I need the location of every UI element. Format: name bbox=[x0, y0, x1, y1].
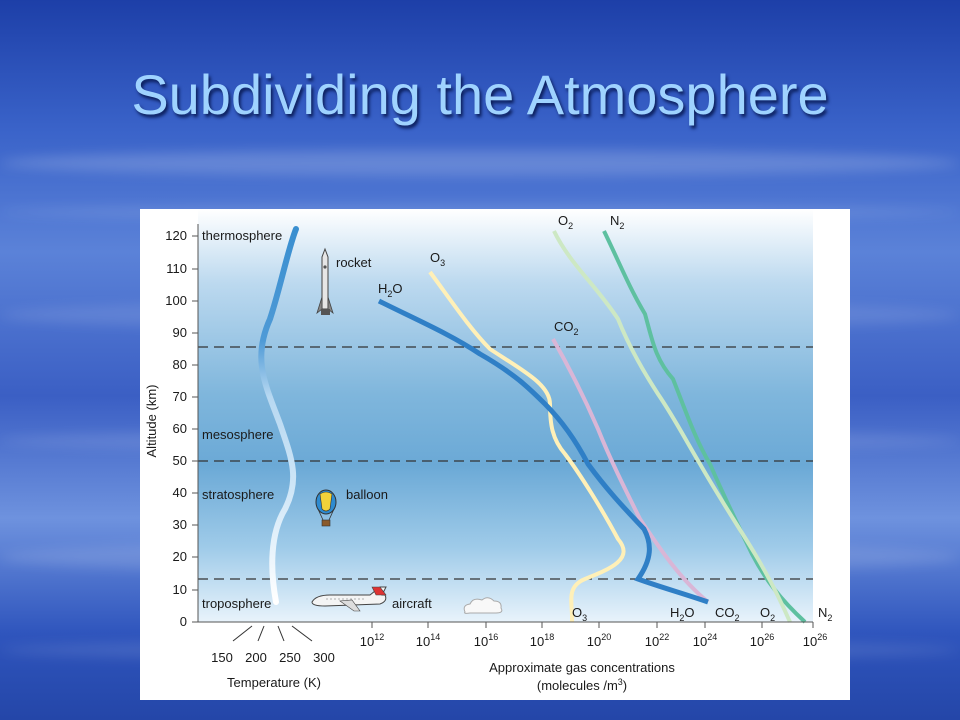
alt-tick-40: 40 bbox=[173, 485, 187, 500]
alt-tick-110: 110 bbox=[166, 261, 187, 276]
alt-tick-90: 90 bbox=[173, 325, 187, 340]
layer-troposphere: troposphere bbox=[202, 596, 271, 611]
temp-tick-200: 200 bbox=[245, 650, 267, 665]
o2-profile-line bbox=[552, 230, 792, 623]
altitude-axis-label: Altitude (km) bbox=[144, 385, 159, 458]
o2-bottom-label: O2 bbox=[760, 605, 775, 623]
h2o-profile-line bbox=[377, 298, 709, 605]
o3-profile-line bbox=[428, 270, 626, 623]
o3-bottom-label: O3 bbox=[572, 605, 587, 623]
conc-tick-1e16: 1016 bbox=[474, 632, 498, 649]
temp-tick-300: 300 bbox=[313, 650, 335, 665]
conc-tick-1e22: 1022 bbox=[645, 632, 669, 649]
conc-tick-1e18: 1018 bbox=[530, 632, 554, 649]
rocket-icon bbox=[316, 247, 334, 315]
alt-tick-100: 100 bbox=[165, 293, 187, 308]
h2o-top-label: H2O bbox=[378, 281, 403, 299]
alt-tick-120: 120 bbox=[165, 228, 187, 243]
sky-background bbox=[198, 209, 813, 622]
alt-tick-10: 10 bbox=[173, 582, 187, 597]
balloon-icon bbox=[315, 489, 337, 527]
cloud-icon bbox=[463, 597, 503, 614]
alt-tick-50: 50 bbox=[173, 453, 187, 468]
concentration-axis-label-line1: Approximate gas concentrations bbox=[489, 660, 675, 675]
co2-bottom-label: CO2 bbox=[715, 605, 740, 623]
n2-bottom-label: N2 bbox=[818, 605, 832, 623]
temp-tick-150: 150 bbox=[211, 650, 233, 665]
slide-title: Subdividing the Atmosphere bbox=[131, 63, 829, 126]
temperature-axis-ticks bbox=[232, 625, 313, 642]
layer-thermosphere: thermosphere bbox=[202, 228, 282, 243]
conc-tick-1e14: 1014 bbox=[416, 632, 440, 649]
conc-tick-1e26b: 1026 bbox=[803, 632, 827, 649]
aircraft-label: aircraft bbox=[392, 596, 432, 611]
alt-tick-30: 30 bbox=[173, 517, 187, 532]
alt-tick-0: 0 bbox=[180, 614, 187, 629]
temp-tick-250: 250 bbox=[279, 650, 301, 665]
n2-profile-line bbox=[602, 230, 807, 624]
layer-stratosphere: stratosphere bbox=[202, 487, 274, 502]
alt-tick-80: 80 bbox=[173, 357, 187, 372]
temperature-axis-label: Temperature (K) bbox=[227, 675, 321, 690]
alt-tick-20: 20 bbox=[173, 549, 187, 564]
conc-tick-1e20: 1020 bbox=[587, 632, 611, 649]
co2-top-label: CO2 bbox=[554, 319, 579, 337]
n2-top-label: N2 bbox=[610, 213, 624, 231]
co2-profile-line bbox=[551, 338, 710, 604]
alt-tick-70: 70 bbox=[173, 389, 187, 404]
temperature-profile-line bbox=[258, 226, 299, 605]
balloon-label: balloon bbox=[346, 487, 388, 502]
rocket-label: rocket bbox=[336, 255, 372, 270]
alt-tick-60: 60 bbox=[173, 421, 187, 436]
conc-tick-1e26a: 1026 bbox=[750, 632, 774, 649]
o3-top-label: O3 bbox=[430, 250, 445, 268]
atmosphere-diagram: Altitude (km) 0 10 20 30 40 50 60 70 80 … bbox=[140, 209, 850, 700]
conc-tick-1e24: 1024 bbox=[693, 632, 717, 649]
o2-top-label: O2 bbox=[558, 213, 573, 231]
layer-mesosphere: mesosphere bbox=[202, 427, 274, 442]
concentration-axis-label-line2: (molecules /m3) bbox=[537, 677, 627, 693]
conc-tick-1e12: 1012 bbox=[360, 632, 384, 649]
h2o-bottom-label: H2O bbox=[670, 605, 695, 623]
aircraft-icon bbox=[311, 586, 387, 612]
